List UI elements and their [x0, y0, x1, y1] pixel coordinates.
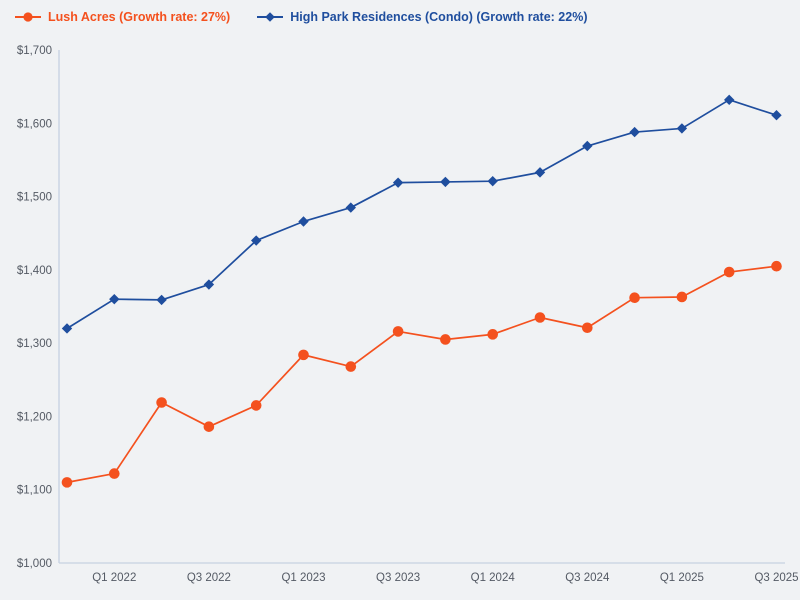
x-axis-tick-label: Q1 2022	[92, 572, 136, 584]
legend-marker-circle-icon	[15, 12, 41, 22]
y-axis-tick-label: $1,700	[17, 45, 52, 57]
data-point-lush-acres[interactable]	[771, 260, 782, 272]
data-point-lush-acres[interactable]	[582, 322, 593, 334]
data-point-lush-acres[interactable]	[345, 361, 357, 372]
data-point-lush-acres[interactable]	[440, 334, 451, 345]
data-point-high-park-residences-condo[interactable]	[298, 216, 309, 227]
x-axis-tick-label: Q1 2024	[471, 572, 516, 584]
data-point-high-park-residences-condo[interactable]	[534, 167, 546, 178]
y-axis-tick-label: $1,200	[17, 411, 52, 423]
data-point-lush-acres[interactable]	[487, 329, 499, 340]
data-point-high-park-residences-condo[interactable]	[251, 235, 262, 246]
legend-item-high-park[interactable]: High Park Residences (Condo) (Growth rat…	[257, 9, 588, 24]
data-point-high-park-residences-condo[interactable]	[582, 140, 593, 152]
series-line-lush-acres	[66, 265, 777, 484]
y-axis-tick-label: $1,000	[17, 558, 52, 570]
legend-marker-diamond-icon	[257, 12, 284, 22]
x-axis-tick-label: Q3 2022	[187, 572, 231, 584]
data-point-high-park-residences-condo[interactable]	[676, 123, 688, 134]
data-point-lush-acres[interactable]	[534, 312, 546, 323]
data-point-lush-acres[interactable]	[250, 400, 262, 411]
x-axis-tick-label: Q3 2023	[376, 572, 420, 584]
y-axis-tick-label: $1,600	[17, 118, 52, 130]
data-point-lush-acres[interactable]	[676, 291, 688, 303]
data-point-lush-acres[interactable]	[156, 397, 167, 408]
data-point-high-park-residences-condo[interactable]	[203, 279, 215, 290]
x-axis-tick-label: Q3 2024	[565, 572, 610, 584]
data-point-high-park-residences-condo[interactable]	[487, 175, 498, 187]
data-point-lush-acres[interactable]	[392, 326, 404, 337]
data-point-high-park-residences-condo[interactable]	[345, 202, 356, 213]
legend-label-lush-acres: Lush Acres (Growth rate: 27%)	[48, 9, 231, 24]
data-point-lush-acres[interactable]	[629, 292, 640, 304]
data-point-high-park-residences-condo[interactable]	[724, 94, 735, 106]
series-line-high-park-residences-condo	[66, 98, 777, 330]
x-axis-tick-label: Q1 2023	[281, 572, 325, 584]
y-axis-tick-label: $1,100	[17, 485, 52, 497]
x-axis-tick-label: Q1 2025	[660, 572, 704, 584]
y-axis-tick-label: $1,400	[17, 265, 52, 277]
data-point-lush-acres[interactable]	[109, 468, 120, 479]
data-point-high-park-residences-condo[interactable]	[440, 176, 451, 188]
chart-legend: Lush Acres (Growth rate: 27%) High Park …	[15, 10, 588, 24]
data-point-high-park-residences-condo[interactable]	[629, 126, 640, 138]
data-point-lush-acres[interactable]	[61, 477, 73, 488]
data-point-high-park-residences-condo[interactable]	[771, 110, 782, 121]
data-point-high-park-residences-condo[interactable]	[392, 177, 404, 188]
data-point-lush-acres[interactable]	[203, 421, 215, 432]
y-axis-tick-label: $1,500	[17, 192, 52, 204]
data-point-high-park-residences-condo[interactable]	[61, 323, 73, 334]
legend-item-lush-acres[interactable]: Lush Acres (Growth rate: 27%)	[15, 10, 230, 24]
data-point-high-park-residences-condo[interactable]	[109, 293, 120, 305]
data-point-lush-acres[interactable]	[723, 266, 735, 278]
x-axis-tick-label: Q3 2025	[754, 572, 798, 584]
data-point-high-park-residences-condo[interactable]	[156, 294, 167, 306]
y-axis-tick-label: $1,300	[17, 338, 52, 350]
legend-label-high-park: High Park Residences (Condo) (Growth rat…	[290, 9, 588, 24]
data-point-lush-acres[interactable]	[298, 349, 309, 361]
